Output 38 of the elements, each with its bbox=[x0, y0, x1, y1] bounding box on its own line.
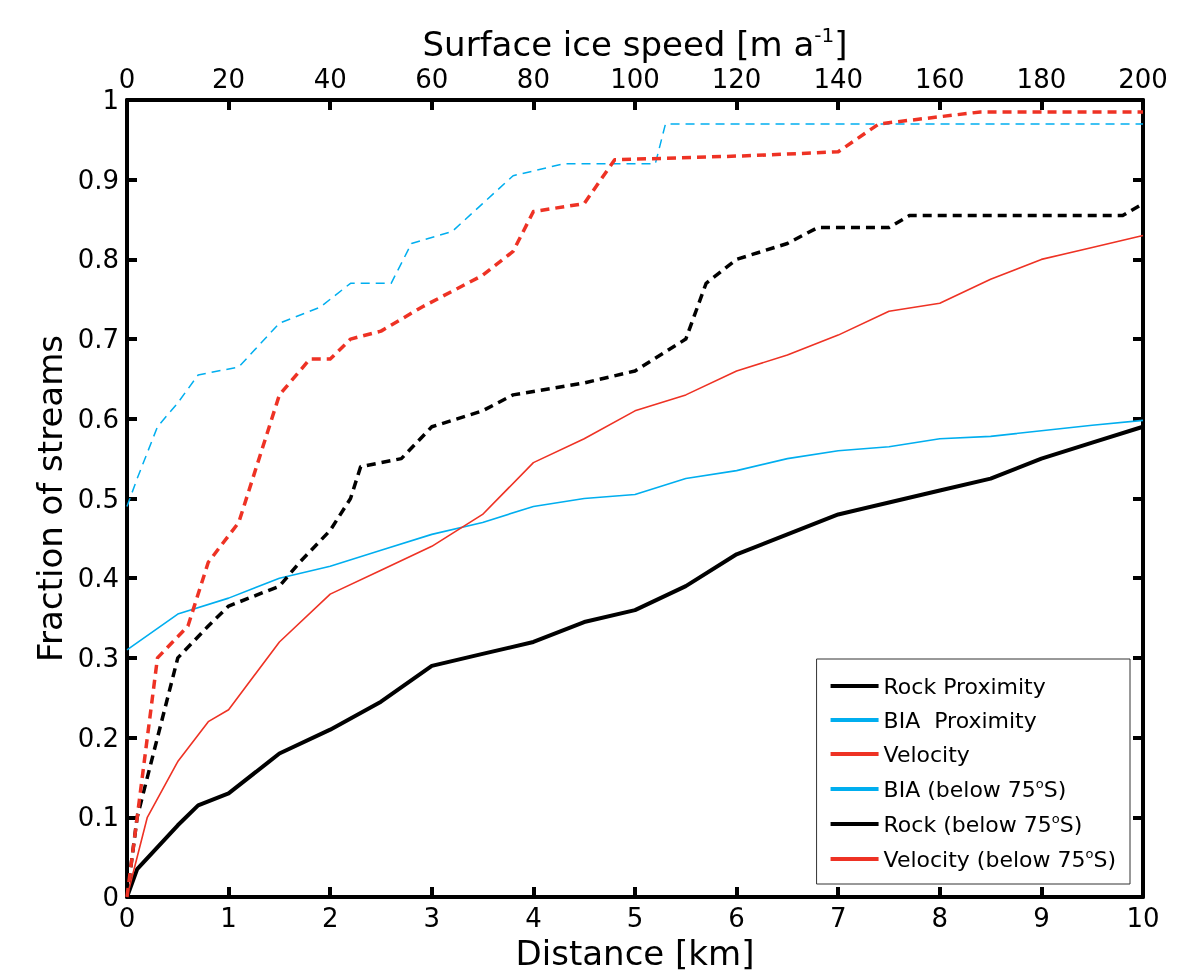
x-tick-label: 6 bbox=[728, 903, 745, 933]
x2-tick-label: 80 bbox=[516, 64, 550, 94]
x2-tick-label: 120 bbox=[711, 64, 762, 94]
legend-label: Rock Proximity bbox=[883, 673, 1046, 699]
line-series bbox=[126, 419, 1144, 651]
y-tick-label: 0 bbox=[102, 882, 119, 912]
x-tick-label: 9 bbox=[1033, 903, 1050, 933]
y-tick-label: 0.9 bbox=[77, 164, 119, 195]
y-tick-label: 0.3 bbox=[77, 642, 119, 673]
x-axis-title: Distance [km] bbox=[515, 932, 755, 973]
x-tick-label: 2 bbox=[321, 903, 339, 933]
x2-tick-label: 60 bbox=[415, 64, 449, 94]
x2-tick-label: 40 bbox=[313, 64, 347, 94]
x2-tick-label: 100 bbox=[610, 64, 660, 94]
x-tick-label: 8 bbox=[931, 903, 949, 933]
x-tick-label: 7 bbox=[829, 903, 847, 933]
x-tick-label: 5 bbox=[626, 903, 644, 933]
legend-label: Velocity bbox=[883, 741, 970, 767]
y-tick-label: 0.1 bbox=[77, 802, 119, 833]
legend-label: BIA Proximity bbox=[883, 707, 1037, 733]
x2-tick-label: 140 bbox=[813, 64, 864, 94]
x2-tick-label: 20 bbox=[212, 64, 246, 94]
y-tick-label: 0.6 bbox=[77, 403, 119, 434]
x2-tick-label: 200 bbox=[1118, 64, 1168, 94]
line-series bbox=[126, 123, 1144, 508]
y-tick-label: 1 bbox=[102, 85, 119, 115]
x-tick-label: 3 bbox=[423, 903, 441, 933]
x-tick-label: 4 bbox=[525, 903, 542, 933]
y-tick-label: 0.5 bbox=[77, 483, 119, 514]
x-tick-label: 10 bbox=[1126, 903, 1160, 933]
y-tick-label: 0.4 bbox=[77, 563, 119, 594]
y-tick-label: 0.7 bbox=[77, 324, 119, 355]
x2-tick-label: 180 bbox=[1016, 64, 1067, 94]
y-tick-label: 0.2 bbox=[77, 722, 119, 753]
x-tick-label: 1 bbox=[220, 903, 237, 933]
x2-tick-label: 160 bbox=[914, 64, 965, 94]
y-axis-title: Fraction of streams bbox=[29, 335, 70, 662]
y-tick-label: 0.8 bbox=[77, 244, 119, 275]
